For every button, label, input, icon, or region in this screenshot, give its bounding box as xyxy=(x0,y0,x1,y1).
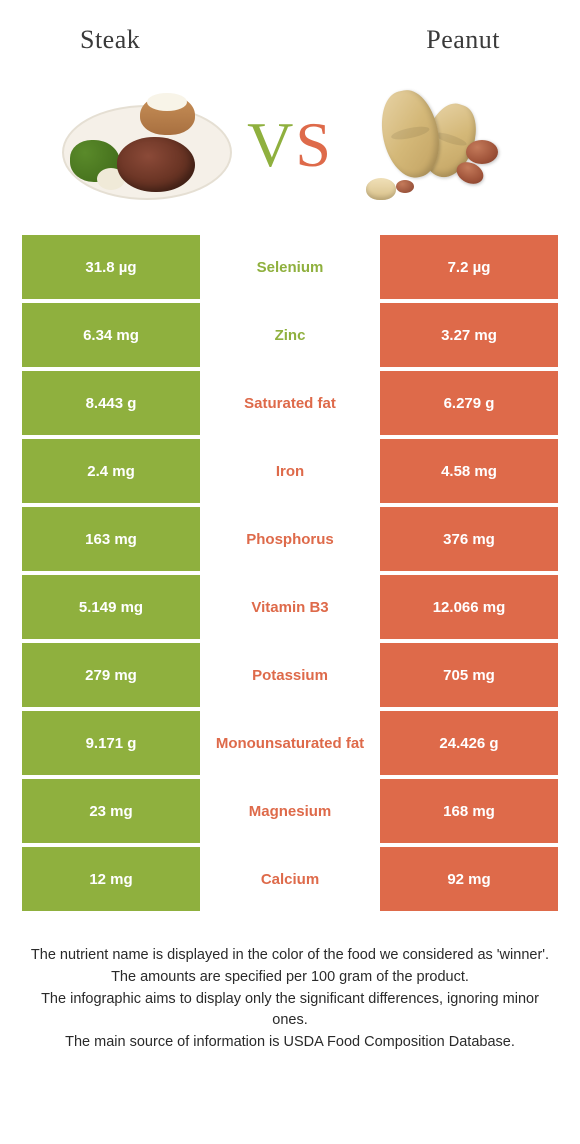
nutrient-label: Calcium xyxy=(200,847,380,911)
steak-image xyxy=(57,80,237,210)
footer-line: The infographic aims to display only the… xyxy=(25,989,555,1033)
table-row: 12 mgCalcium92 mg xyxy=(22,847,558,911)
left-value: 8.443 g xyxy=(22,371,200,435)
vs-s: S xyxy=(295,108,333,182)
right-value: 4.58 mg xyxy=(380,439,558,503)
images-row: VS xyxy=(0,65,580,235)
right-value: 12.066 mg xyxy=(380,575,558,639)
peanut-image xyxy=(343,80,523,210)
left-value: 12 mg xyxy=(22,847,200,911)
right-value: 705 mg xyxy=(380,643,558,707)
nutrient-label: Monounsaturated fat xyxy=(200,711,380,775)
right-value: 168 mg xyxy=(380,779,558,843)
nutrient-label: Selenium xyxy=(200,235,380,299)
vs-v: V xyxy=(247,108,295,182)
comparison-table: 31.8 µgSelenium7.2 µg6.34 mgZinc3.27 mg8… xyxy=(0,235,580,911)
left-food-title: Steak xyxy=(80,25,140,55)
nutrient-label: Phosphorus xyxy=(200,507,380,571)
nutrient-label: Magnesium xyxy=(200,779,380,843)
left-value: 6.34 mg xyxy=(22,303,200,367)
right-value: 92 mg xyxy=(380,847,558,911)
nutrient-label: Iron xyxy=(200,439,380,503)
right-value: 6.279 g xyxy=(380,371,558,435)
header: Steak Peanut xyxy=(0,0,580,65)
right-value: 24.426 g xyxy=(380,711,558,775)
nutrient-label: Potassium xyxy=(200,643,380,707)
right-value: 7.2 µg xyxy=(380,235,558,299)
nutrient-label: Saturated fat xyxy=(200,371,380,435)
table-row: 2.4 mgIron4.58 mg xyxy=(22,439,558,503)
table-row: 23 mgMagnesium168 mg xyxy=(22,779,558,843)
vs-label: VS xyxy=(247,108,333,182)
nutrient-label: Zinc xyxy=(200,303,380,367)
left-value: 279 mg xyxy=(22,643,200,707)
left-value: 31.8 µg xyxy=(22,235,200,299)
left-value: 163 mg xyxy=(22,507,200,571)
table-row: 9.171 gMonounsaturated fat24.426 g xyxy=(22,711,558,775)
left-value: 5.149 mg xyxy=(22,575,200,639)
table-row: 31.8 µgSelenium7.2 µg xyxy=(22,235,558,299)
nutrient-label: Vitamin B3 xyxy=(200,575,380,639)
footer-line: The main source of information is USDA F… xyxy=(25,1032,555,1054)
table-row: 8.443 gSaturated fat6.279 g xyxy=(22,371,558,435)
left-value: 23 mg xyxy=(22,779,200,843)
right-food-title: Peanut xyxy=(426,25,500,55)
right-value: 3.27 mg xyxy=(380,303,558,367)
footer-line: The nutrient name is displayed in the co… xyxy=(25,945,555,967)
footer-line: The amounts are specified per 100 gram o… xyxy=(25,967,555,989)
table-row: 279 mgPotassium705 mg xyxy=(22,643,558,707)
left-value: 2.4 mg xyxy=(22,439,200,503)
left-value: 9.171 g xyxy=(22,711,200,775)
table-row: 5.149 mgVitamin B312.066 mg xyxy=(22,575,558,639)
table-row: 163 mgPhosphorus376 mg xyxy=(22,507,558,571)
table-row: 6.34 mgZinc3.27 mg xyxy=(22,303,558,367)
footer-notes: The nutrient name is displayed in the co… xyxy=(0,915,580,1054)
right-value: 376 mg xyxy=(380,507,558,571)
